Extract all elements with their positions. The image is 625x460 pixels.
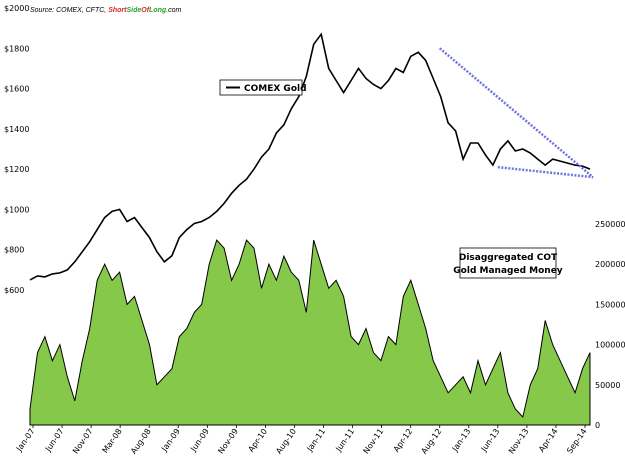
gold-legend: COMEX Gold — [219, 79, 307, 96]
gold-legend-box — [219, 79, 303, 96]
left-tick-label: $1200 — [4, 165, 29, 174]
left-tick-label: $800 — [4, 246, 24, 255]
right-tick-label: 150000 — [595, 300, 625, 309]
cot-legend-line1: Disaggregated COT — [459, 253, 558, 263]
comex-gold-line — [29, 32, 591, 281]
right-tick-label: 250000 — [595, 220, 625, 229]
left-tick-label: $1400 — [4, 125, 29, 134]
left-tick-label: $1800 — [4, 44, 29, 53]
right-tick-label: 50000 — [595, 381, 620, 390]
source-note: Source: COMEX, CFTC, ShortSideOfLong.com — [30, 7, 181, 14]
source-prefix: Source: COMEX, CFTC, — [30, 7, 108, 14]
gold-legend-label: COMEX Gold — [244, 84, 307, 94]
left-tick-label: $1000 — [4, 205, 29, 214]
right-tick-label: 200000 — [595, 260, 625, 269]
right-tick-label: 0 — [595, 421, 600, 430]
trendline — [438, 47, 594, 179]
source-brand-long: Long — [149, 7, 167, 14]
right-tick-label: 100000 — [595, 341, 625, 350]
cot-managed-money-area — [29, 239, 591, 426]
trendlines — [438, 47, 594, 179]
cot-legend-box — [459, 247, 557, 279]
cot-legend: Disaggregated COT Gold Managed Money — [453, 247, 563, 279]
left-tick-label: $1600 — [4, 85, 29, 94]
source-brand-of: Of — [141, 7, 149, 14]
source-brand-short: Short — [108, 7, 127, 14]
right-y-axis: 250000 200000 150000 100000 50000 0 — [595, 220, 625, 430]
cot-legend-line2: Gold Managed Money — [453, 266, 563, 276]
left-y-axis: $2000 $1800 $1600 $1400 $1200 $1000 $800 $600 — [4, 4, 29, 295]
left-tick-label: $2000 — [4, 4, 29, 13]
source-suffix: .com — [166, 7, 181, 14]
source-brand-side: Side — [126, 7, 141, 14]
trendline — [497, 165, 594, 179]
left-tick-label: $600 — [4, 286, 24, 295]
